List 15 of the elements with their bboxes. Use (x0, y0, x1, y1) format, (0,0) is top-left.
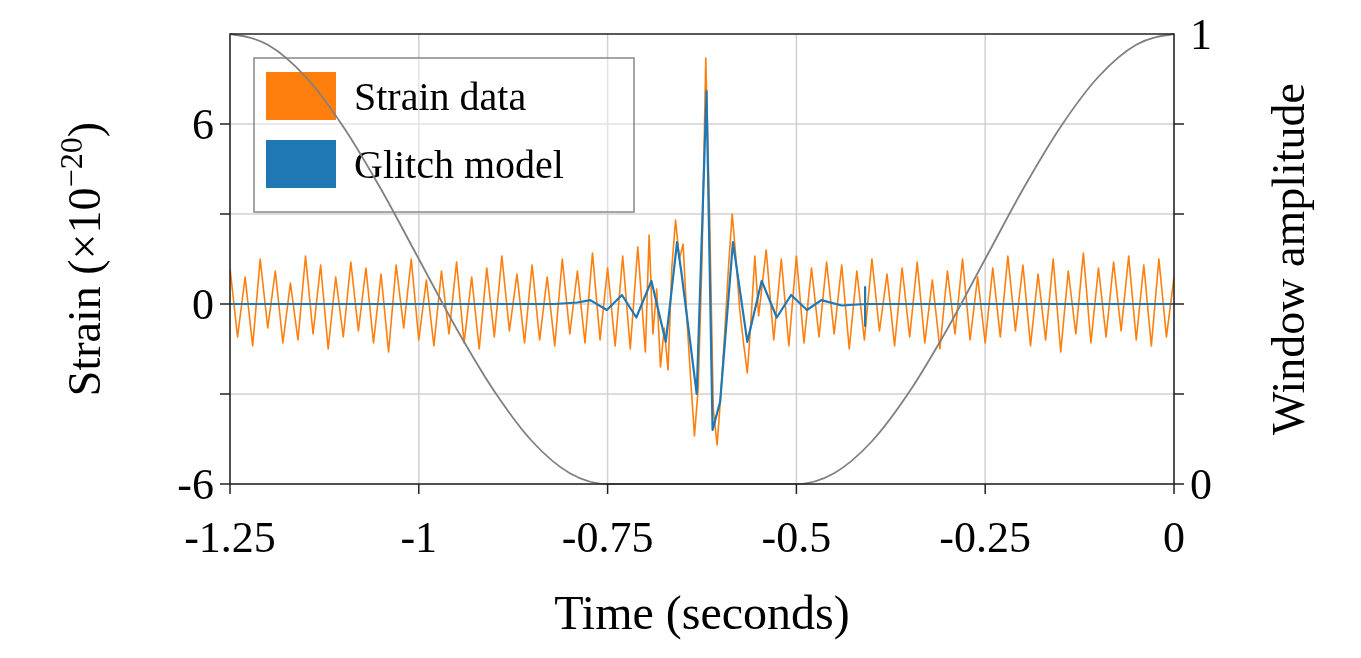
y2-tick-label: 0 (1190, 460, 1212, 509)
legend-label: Glitch model (354, 142, 564, 187)
legend-label: Strain data (354, 74, 527, 119)
y-tick-label: 0 (192, 280, 214, 329)
x-tick-label: -1.25 (184, 513, 276, 562)
x-tick-label: -0.25 (939, 513, 1032, 562)
y-tick-label: 6 (192, 100, 214, 149)
x-tick-label: 0 (1163, 513, 1185, 562)
x-tick-label: -0.5 (761, 513, 832, 562)
x-tick-label: -0.75 (561, 513, 654, 562)
y-tick-label: -6 (177, 460, 214, 509)
x-tick-label: -1 (400, 513, 438, 562)
y2-tick-label: 1 (1190, 10, 1212, 59)
y2-axis-title: Window amplitude (1263, 82, 1314, 436)
x-axis-title: Time (seconds) (554, 586, 850, 640)
